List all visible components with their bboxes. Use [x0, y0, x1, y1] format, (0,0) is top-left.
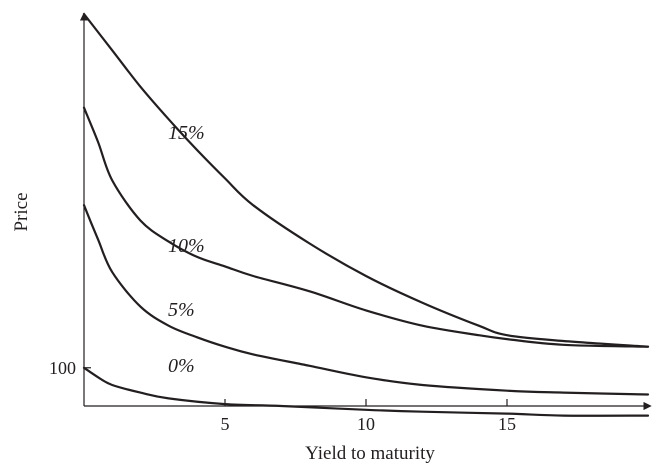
curve-10-percent — [82, 106, 650, 348]
curve-label-15-percent: 15% — [168, 122, 205, 144]
x-tick-label-15: 15 — [498, 414, 516, 434]
axis-ticks: 5 10 15 100 — [49, 358, 516, 434]
y-tick-label-100: 100 — [49, 358, 76, 378]
curves — [82, 12, 650, 417]
x-tick-label-10: 10 — [357, 414, 375, 434]
y-axis-title: Price — [11, 192, 32, 231]
curve-label-5-percent: 5% — [168, 299, 195, 321]
curve-0-percent — [82, 366, 650, 417]
curve-5-percent — [82, 204, 650, 396]
curve-label-0-percent: 0% — [168, 355, 195, 377]
x-tick-label-5: 5 — [221, 414, 230, 434]
curve-15-percent — [82, 12, 650, 348]
x-axis-title: Yield to maturity — [305, 443, 435, 464]
curve-label-10-percent: 10% — [168, 235, 205, 257]
